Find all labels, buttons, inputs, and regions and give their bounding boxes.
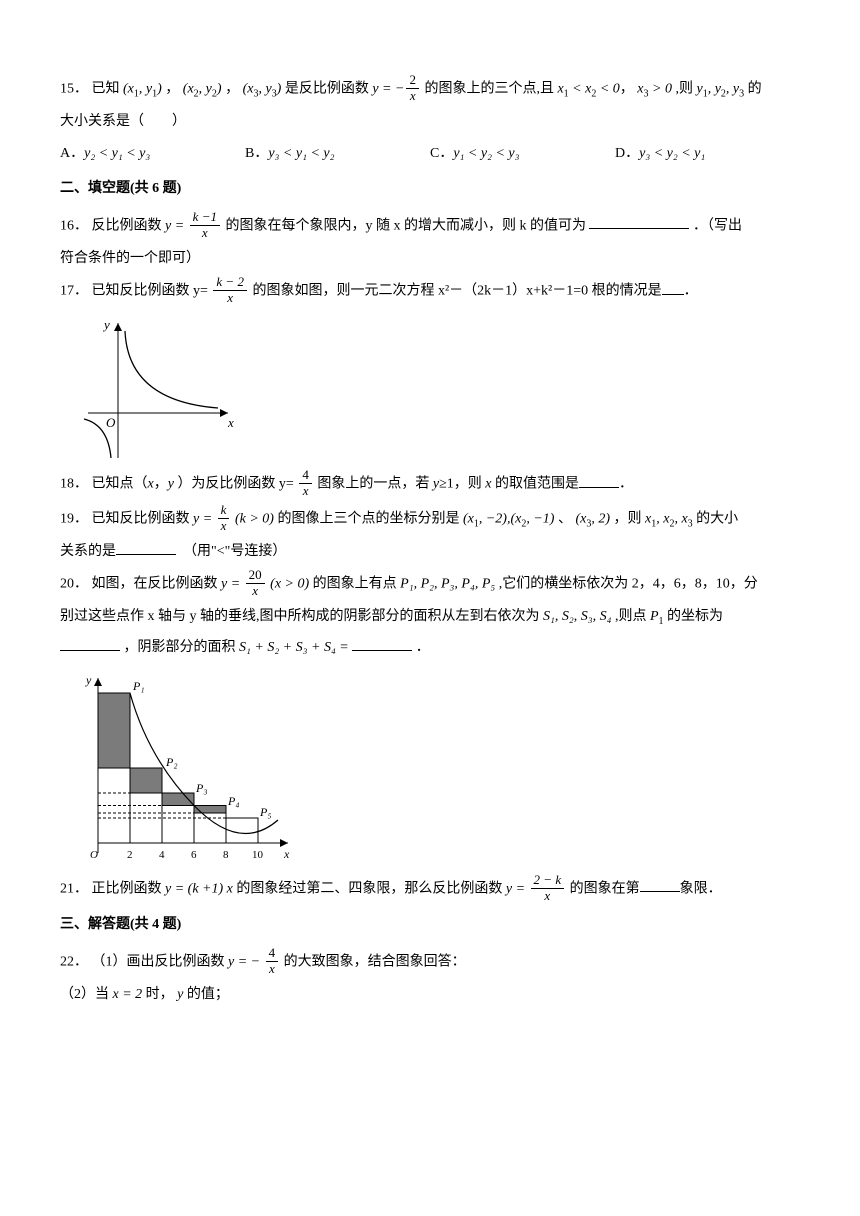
svg-text:2: 2 <box>127 849 133 861</box>
question-20: 20． 如图，在反比例函数 y = 20x (x > 0) 的图象上有点 P₁,… <box>60 569 800 600</box>
question-16: 16． 反比例函数 y = k −1x 的图象在每个象限内，y 随 x 的增大而… <box>60 211 800 242</box>
svg-text:x: x <box>227 415 234 430</box>
question-22-line2: （2）当 x = 2 时， y 的值； <box>60 982 800 1009</box>
svg-text:P₅: P₅ <box>259 805 272 819</box>
blank-input[interactable] <box>640 878 680 892</box>
option-d[interactable]: D．y₃ < y₂ < y₁ <box>615 141 800 168</box>
question-21: 21． 正比例函数 y = (k +1) x 的图象经过第二、四象限，那么反比例… <box>60 874 800 905</box>
option-a[interactable]: A．y₂ < y₁ < y₃ <box>60 141 245 168</box>
section-3-header: 三、解答题(共 4 题) <box>60 912 800 939</box>
qnum: 17． <box>60 284 88 299</box>
svg-text:O: O <box>106 415 116 430</box>
svg-text:4: 4 <box>159 849 165 861</box>
qnum: 15． <box>60 82 88 97</box>
blank-input[interactable] <box>589 215 689 229</box>
blank-input[interactable] <box>662 281 684 295</box>
svg-text:P₁: P₁ <box>132 679 145 693</box>
question-18: 18． 已知点（x，y ）为反比例函数 y= 4x 图象上的一点，若 y≥1，则… <box>60 469 800 500</box>
question-15-options: A．y₂ < y₁ < y₃ B．y₃ < y₁ < y₂ C．y₁ < y₂ … <box>60 141 800 168</box>
question-19: 19． 已知反比例函数 y = kx (k > 0) 的图像上三个点的坐标分别是… <box>60 504 800 535</box>
option-b[interactable]: B．y₃ < y₁ < y₂ <box>245 141 430 168</box>
question-17: 17． 已知反比例函数 y= k − 2x 的图象如图，则一元二次方程 x²－（… <box>60 276 800 307</box>
svg-text:6: 6 <box>191 849 197 861</box>
qnum: 16． <box>60 218 88 233</box>
question-15-line2: 大小关系是（ ） <box>60 109 800 136</box>
svg-text:y: y <box>102 317 110 332</box>
qnum: 18． <box>60 477 88 492</box>
q20-figure: O 2 4 6 8 10 x y P₁ P₂ P₃ P₄ P₅ <box>78 668 800 868</box>
blank-input[interactable] <box>352 637 412 651</box>
option-c[interactable]: C．y₁ < y₂ < y₃ <box>430 141 615 168</box>
svg-text:P₂: P₂ <box>165 755 178 769</box>
question-20-line2: 别过这些点作 x 轴与 y 轴的垂线,图中所构成的阴影部分的面积从左到右依次为 … <box>60 604 800 631</box>
question-16-line2: 符合条件的一个即可） <box>60 246 800 273</box>
qnum: 21． <box>60 881 88 896</box>
qnum: 22． <box>60 955 88 970</box>
svg-text:10: 10 <box>252 849 264 861</box>
svg-text:P₃: P₃ <box>195 781 208 795</box>
svg-text:8: 8 <box>223 849 229 861</box>
question-20-line3: ，阴影部分的面积 S₁ + S₂ + S₃ + S₄ = ． <box>60 635 800 662</box>
svg-text:O: O <box>90 849 98 861</box>
svg-text:P₄: P₄ <box>227 794 240 808</box>
qnum: 19． <box>60 512 88 527</box>
blank-input[interactable] <box>116 541 176 555</box>
blank-input[interactable] <box>579 474 619 488</box>
text: 已知 <box>92 82 120 97</box>
svg-text:x: x <box>283 847 290 861</box>
qnum: 20． <box>60 577 88 592</box>
question-15: 15． 已知 (x1, y1) ， (x2, y2) ， (x3, y3) 是反… <box>60 74 800 105</box>
blank-input[interactable] <box>60 637 120 651</box>
svg-text:y: y <box>85 673 92 687</box>
question-19-line2: 关系的是 （用"<"号连接） <box>60 539 800 566</box>
q17-figure: x y O <box>78 313 800 463</box>
question-22: 22． （1）画出反比例函数 y = − 4x 的大致图象，结合图象回答： <box>60 947 800 978</box>
section-2-header: 二、填空题(共 6 题) <box>60 176 800 203</box>
